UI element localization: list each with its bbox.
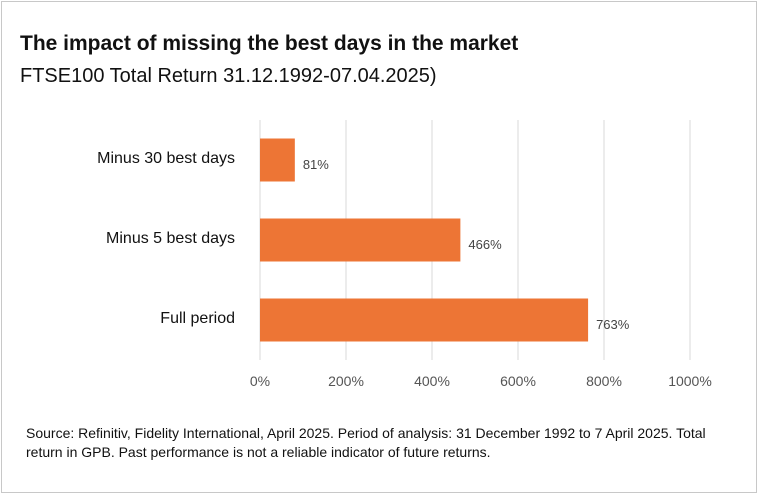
data-label: 81% <box>303 157 329 172</box>
chart-title: The impact of missing the best days in t… <box>20 32 519 55</box>
category-label: Minus 30 best days <box>97 150 235 167</box>
category-label: Minus 5 best days <box>106 230 235 247</box>
bar <box>260 218 461 262</box>
x-tick-label: 400% <box>414 373 450 389</box>
source-note: Source: Refinitiv, Fidelity Internationa… <box>26 425 706 460</box>
x-tick-label: 200% <box>328 373 364 389</box>
chart-subtitle: FTSE100 Total Return 31.12.1992-07.04.20… <box>20 65 437 87</box>
x-tick-label: 1000% <box>668 373 712 389</box>
x-tick-label: 600% <box>500 373 536 389</box>
bar-chart: 0% 200% 400% 600% 800% 1000% Minus 30 best day… <box>97 120 712 389</box>
x-tick-label: 0% <box>250 373 270 389</box>
bar <box>260 138 295 182</box>
x-tick-label: 800% <box>586 373 622 389</box>
category-label: Full period <box>160 310 235 327</box>
data-label: 466% <box>468 237 502 252</box>
data-label: 763% <box>596 317 630 332</box>
bar <box>260 298 589 342</box>
